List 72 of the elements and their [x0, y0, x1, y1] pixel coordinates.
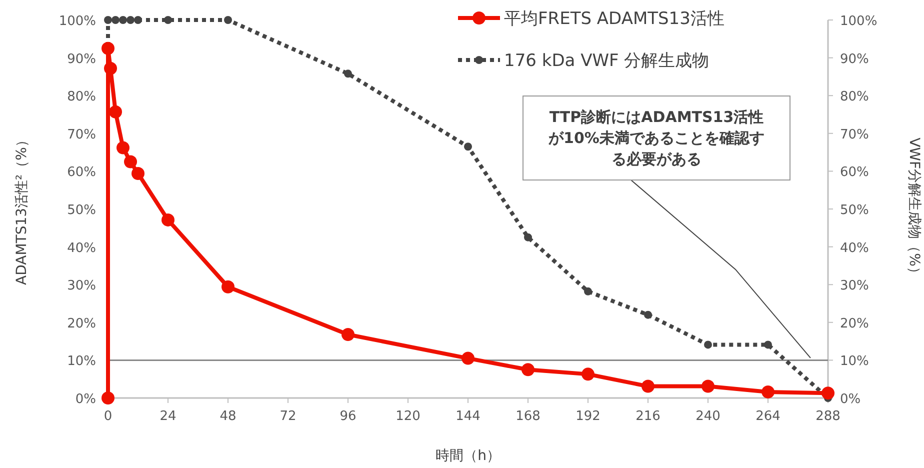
y-tick-label: 50% — [67, 203, 96, 218]
point — [104, 62, 117, 75]
y2-tick-label: 80% — [840, 90, 869, 105]
y-tick-label: 100% — [58, 14, 96, 29]
point — [704, 340, 712, 349]
x-axis-title: 時間（h） — [436, 448, 500, 464]
point — [119, 16, 127, 24]
point — [582, 368, 594, 381]
y-tick-label: 10% — [67, 354, 96, 370]
x-tick-label: 216 — [636, 409, 660, 424]
y2-tick-label: 10% — [840, 354, 869, 370]
y2-tick-label: 90% — [840, 52, 869, 67]
point — [104, 16, 112, 24]
point — [222, 280, 234, 294]
y2-tick-label: 30% — [840, 278, 869, 294]
point — [524, 233, 532, 242]
point — [522, 363, 534, 376]
y-tick-label: 80% — [67, 90, 96, 105]
x-tick-label: 192 — [576, 409, 600, 424]
point — [462, 352, 474, 365]
point — [116, 141, 130, 154]
y-tick-label: 30% — [67, 278, 96, 294]
y2-tick-label: 60% — [840, 165, 869, 180]
y2-tick-label: 0% — [840, 392, 861, 407]
x-tick-label: 72 — [280, 409, 296, 424]
y2-tick-label: 50% — [840, 203, 869, 218]
point — [162, 213, 174, 226]
y-tick-label: 70% — [67, 127, 96, 142]
x-tick-label: 0 — [104, 409, 112, 424]
point — [822, 386, 834, 400]
point — [464, 142, 472, 151]
y-tick-label: 40% — [67, 240, 96, 256]
point — [344, 70, 352, 78]
x-tick-label: 24 — [160, 409, 176, 424]
y2-tick-label: 100% — [840, 14, 878, 29]
y-tick-label: 60% — [67, 165, 96, 180]
point — [102, 392, 114, 404]
point — [132, 166, 144, 180]
point — [112, 16, 120, 24]
point — [134, 16, 142, 24]
x-tick-label: 144 — [456, 409, 480, 424]
y2-tick-label: 70% — [840, 127, 869, 142]
y-axis-title: ADAMTS13活性²（%） — [14, 133, 30, 285]
point — [124, 155, 137, 168]
point — [224, 16, 232, 24]
point — [764, 340, 772, 349]
y2-tick-label: 40% — [840, 240, 869, 256]
x-tick-label: 288 — [816, 409, 840, 424]
x-tick-label: 48 — [220, 409, 236, 424]
point — [642, 380, 654, 393]
point — [644, 310, 652, 319]
x-tick-label: 120 — [396, 409, 420, 424]
point — [109, 105, 122, 118]
legend-label: 176 kDa VWF 分解生成物 — [504, 51, 710, 71]
y-tick-label: 90% — [67, 52, 96, 67]
point — [584, 287, 592, 296]
annotation: TTP診断にはADAMTS13活性が10%未満であることを確認する必要がある — [548, 108, 764, 168]
legend-label: 平均FRETS ADAMTS13活性 — [504, 9, 724, 29]
point — [342, 328, 354, 341]
x-tick-label: 96 — [340, 409, 356, 424]
point — [164, 16, 172, 24]
point — [102, 42, 114, 55]
point — [126, 16, 134, 24]
y2-tick-label: 20% — [840, 316, 869, 332]
y-tick-label: 20% — [67, 316, 96, 332]
y-tick-label: 0% — [75, 392, 96, 407]
x-tick-label: 168 — [516, 409, 540, 424]
y2-axis-title: VWF分解生成物（%） — [906, 138, 922, 280]
x-tick-label: 240 — [696, 409, 720, 424]
point — [762, 385, 774, 398]
x-tick-label: 264 — [756, 409, 780, 424]
point — [702, 380, 714, 393]
